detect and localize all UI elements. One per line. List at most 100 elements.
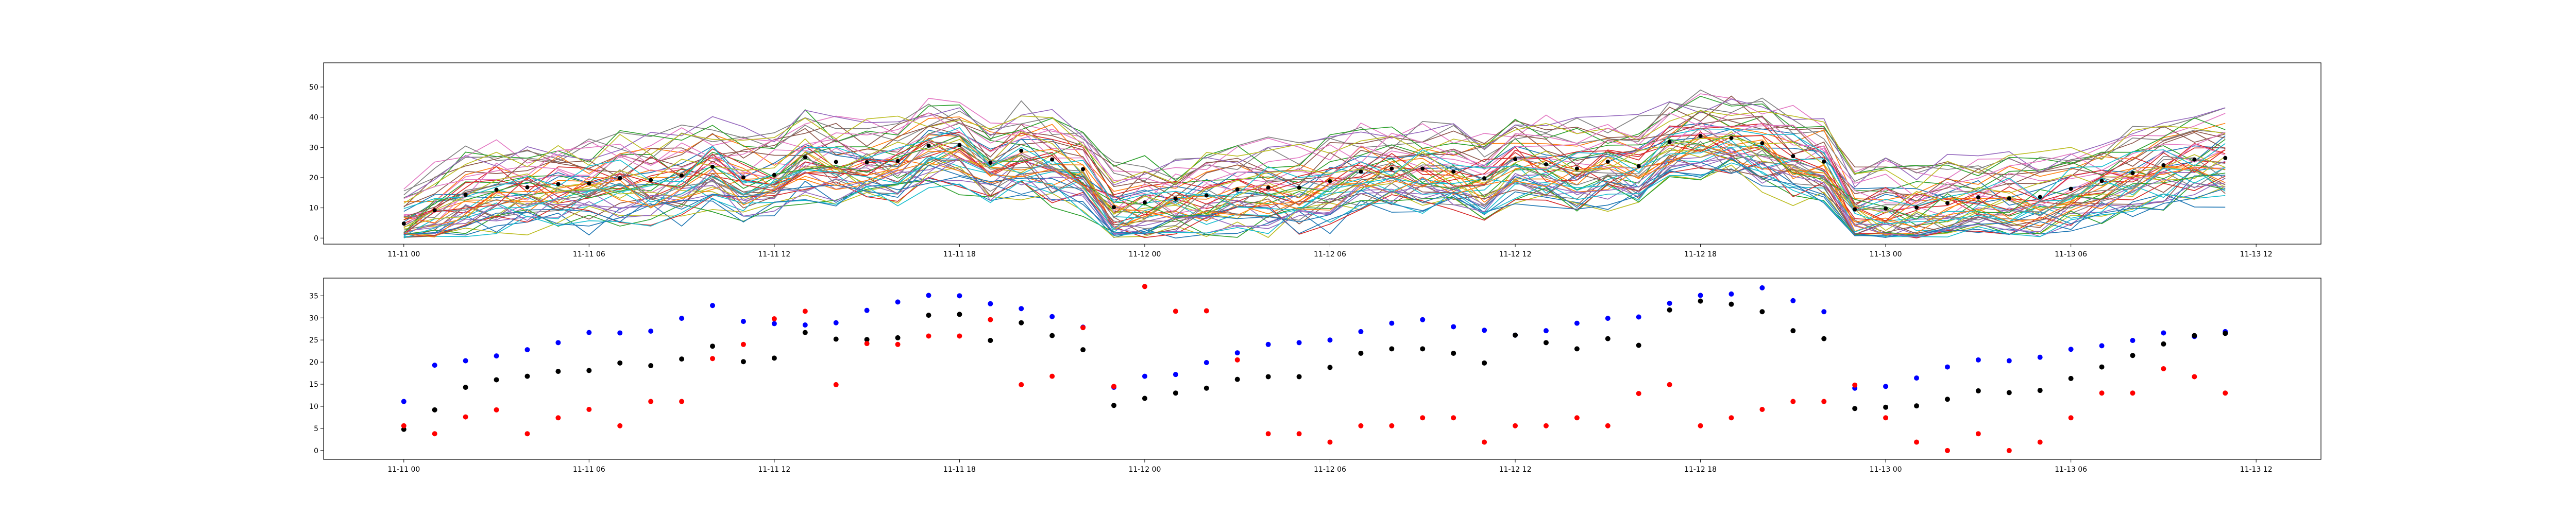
scatter-point xyxy=(1883,415,1889,421)
series-line xyxy=(403,162,2226,236)
mean-point xyxy=(1945,201,1950,205)
scatter-point xyxy=(494,407,499,413)
scatter-point xyxy=(1265,431,1271,437)
bottom-chart-points xyxy=(401,284,2228,453)
scatter-point xyxy=(1451,350,1456,356)
mean-point xyxy=(741,175,745,180)
scatter-point xyxy=(524,347,530,353)
mean-point xyxy=(2161,163,2166,167)
scatter-point xyxy=(771,321,777,327)
scatter-point xyxy=(648,363,654,368)
x-tick-label: 11-11 06 xyxy=(573,466,605,474)
series-line xyxy=(403,96,2226,198)
scatter-point xyxy=(586,406,592,412)
scatter-point xyxy=(1142,284,1147,289)
scatter-point xyxy=(1389,423,1395,428)
scatter-point xyxy=(988,338,993,344)
scatter-point xyxy=(679,399,685,404)
scatter-point xyxy=(771,355,777,361)
mean-point xyxy=(2069,186,2073,191)
mean-point xyxy=(1142,200,1147,205)
x-tick-label: 11-12 12 xyxy=(1499,466,1532,474)
scatter-point xyxy=(679,316,685,321)
mean-point xyxy=(1760,141,1765,146)
mean-point xyxy=(1019,148,1024,153)
mean-point xyxy=(1574,166,1579,171)
mean-point xyxy=(1420,166,1425,171)
scatter-point xyxy=(1513,332,1518,338)
scatter-point xyxy=(1080,325,1086,331)
y-tick-label: 35 xyxy=(309,292,318,300)
series-line xyxy=(403,131,2226,228)
series-line xyxy=(403,148,2226,238)
scatter-point xyxy=(1975,357,1981,363)
scatter-point xyxy=(1914,375,1920,381)
scatter-point xyxy=(1451,415,1456,421)
scatter-point xyxy=(617,330,623,336)
scatter-point xyxy=(1389,320,1395,326)
mean-point xyxy=(1667,140,1672,144)
scatter-point xyxy=(864,337,870,342)
scatter-point xyxy=(1883,404,1889,410)
scatter-point xyxy=(1173,372,1178,377)
scatter-point xyxy=(833,336,839,342)
mean-point xyxy=(2223,156,2228,160)
mean-point xyxy=(432,208,437,213)
mean-point xyxy=(1389,166,1394,171)
mean-point xyxy=(1853,207,1857,212)
mean-point xyxy=(1544,162,1548,167)
scatter-point xyxy=(401,426,406,432)
scatter-point xyxy=(432,431,437,437)
mean-point xyxy=(401,221,406,226)
y-tick-label: 20 xyxy=(309,358,318,367)
scatter-point xyxy=(1019,306,1024,312)
scatter-point xyxy=(463,385,468,390)
scatter-point xyxy=(1975,431,1981,437)
scatter-point xyxy=(1234,376,1240,382)
scatter-point xyxy=(1883,384,1889,389)
scatter-point xyxy=(1574,346,1580,352)
mean-point xyxy=(2192,157,2197,162)
x-tick-label: 11-12 06 xyxy=(1314,250,1346,259)
scatter-point xyxy=(1111,403,1117,408)
mean-point xyxy=(865,160,869,165)
mean-point xyxy=(957,143,962,147)
series-line xyxy=(403,131,2226,231)
scatter-point xyxy=(740,319,746,324)
series-line xyxy=(403,146,2226,237)
scatter-point xyxy=(1265,341,1271,347)
mean-point xyxy=(772,173,776,177)
scatter-point xyxy=(1080,347,1086,353)
mean-point xyxy=(587,181,591,186)
series-line xyxy=(403,128,2226,212)
scatter-point xyxy=(1944,397,1950,402)
scatter-point xyxy=(2037,354,2043,360)
mean-point xyxy=(834,160,838,164)
scatter-point xyxy=(524,431,530,437)
mean-point xyxy=(1729,136,1734,141)
scatter-point xyxy=(710,356,716,362)
scatter-point xyxy=(1358,350,1364,356)
mean-point xyxy=(895,159,900,163)
x-tick-label: 11-12 18 xyxy=(1684,250,1717,259)
series-line xyxy=(403,142,2226,238)
scatter-point xyxy=(710,344,716,349)
scatter-point xyxy=(1698,298,1703,304)
scatter-point xyxy=(1821,399,1827,404)
series-line xyxy=(403,149,2226,233)
scatter-point xyxy=(1173,308,1178,314)
scatter-point xyxy=(1296,340,1302,346)
scatter-point xyxy=(1142,373,1147,379)
mean-point xyxy=(1081,167,1086,171)
scatter-point xyxy=(432,407,437,413)
series-line xyxy=(403,123,2226,220)
scatter-point xyxy=(679,356,685,362)
scatter-point xyxy=(1605,336,1611,341)
x-tick-label: 11-13 06 xyxy=(2055,466,2087,474)
scatter-point xyxy=(1636,342,1641,348)
top-chart-x-axis: 11-11 00 11-11 06 11-11 12 11-11 18 11-12 00… xyxy=(387,244,2273,259)
scatter-point xyxy=(2037,439,2043,445)
mean-point xyxy=(1513,157,1518,162)
scatter-point xyxy=(2161,366,2166,371)
mean-point xyxy=(649,178,653,182)
